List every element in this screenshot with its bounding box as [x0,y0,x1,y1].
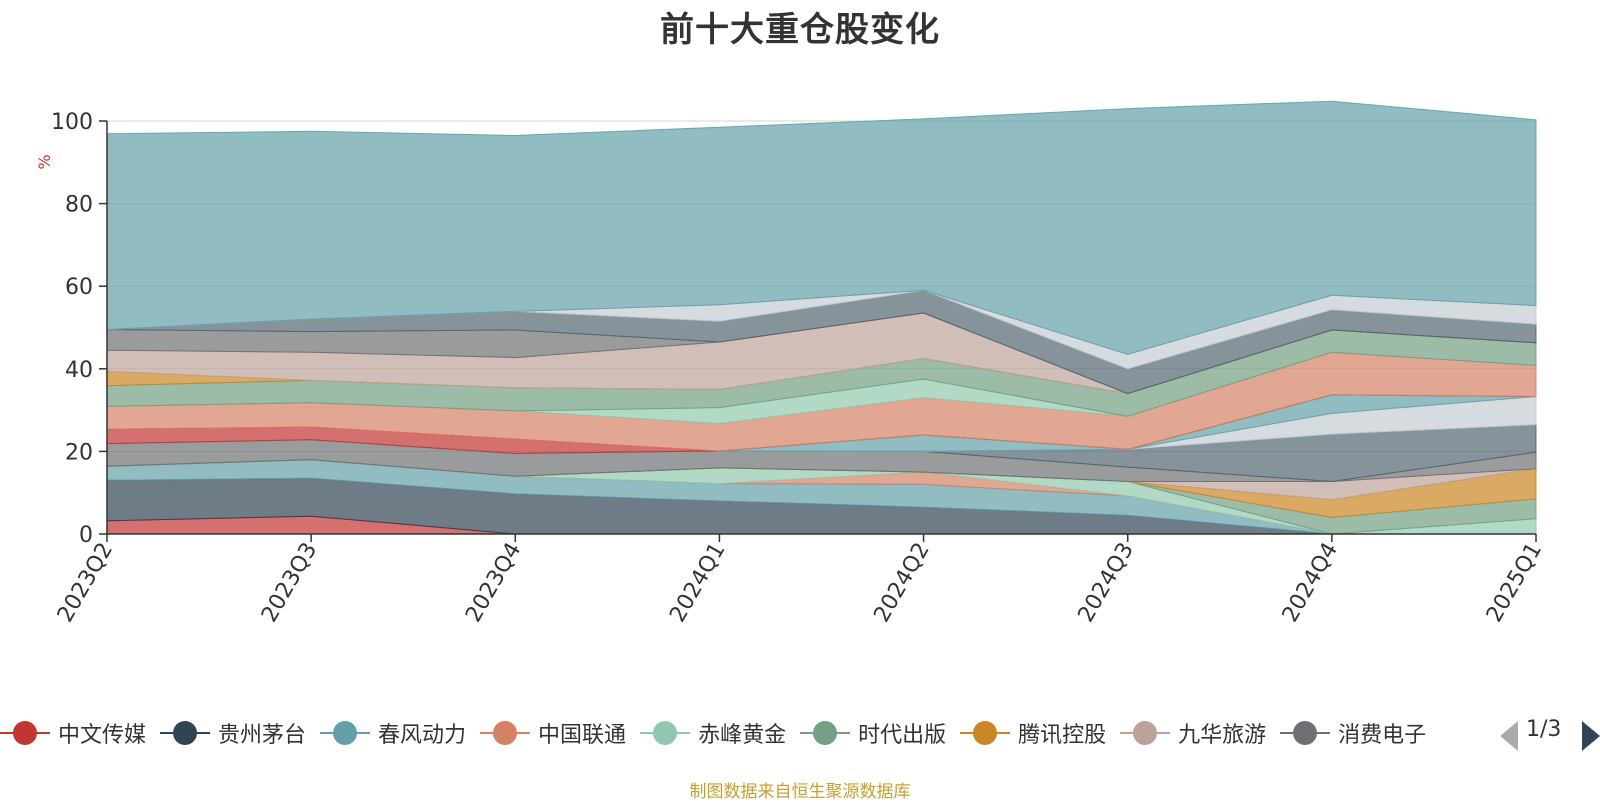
y-axis-label: % [35,154,54,169]
legend-marker-icon [960,720,1011,746]
legend-label: 贵州茅台 [218,723,307,748]
legend-marker-icon [1280,720,1331,746]
legend-item[interactable]: 中国联通 [480,717,626,749]
y-tick-label: 60 [65,275,93,300]
x-tick-label: 2023Q2 [53,539,118,627]
legend-label: 中国联通 [538,723,627,748]
legend-prev-arrow-icon[interactable] [1500,721,1518,751]
y-tick-label: 20 [65,440,93,465]
y-tick-label: 100 [51,110,93,135]
legend-item[interactable]: 赤峰黄金 [640,717,786,749]
legend-page-indicator: 1/3 [1526,717,1562,742]
legend-next-arrow-icon[interactable] [1582,721,1600,751]
x-tick-label: 2024Q1 [665,539,730,627]
legend: 中文传媒 贵州茅台 春风动力 中国联通 赤峰黄金 时代出版 腾讯控股 九华旅游 消费电子 [0,717,1472,757]
legend-marker-icon [800,720,851,746]
x-tick-label: 2024Q3 [1074,539,1139,627]
legend-item[interactable]: 贵州茅台 [160,717,306,749]
legend-label: 时代出版 [858,723,947,748]
x-tick-label: 2025Q1 [1482,539,1547,627]
legend-label: 春风动力 [378,723,467,748]
y-tick-label: 80 [65,193,93,218]
legend-item[interactable]: 腾讯控股 [960,717,1106,749]
data-source-note: 制图数据来自恒生聚源数据库 [689,782,911,802]
legend-item[interactable]: 消费电子 [1280,717,1426,749]
legend-label: 腾讯控股 [1018,723,1107,748]
legend-marker-icon [0,720,50,746]
x-tick-label: 2023Q4 [461,539,526,627]
legend-marker-icon [320,720,371,746]
legend-item[interactable]: 九华旅游 [1120,717,1266,749]
legend-item[interactable]: 春风动力 [320,717,466,749]
legend-marker-icon [160,720,211,746]
y-tick-label: 0 [79,523,93,548]
legend-label: 赤峰黄金 [698,723,787,748]
area-series-21 [106,100,1537,355]
x-tick-label: 2023Q3 [257,539,322,627]
legend-item[interactable]: 中文传媒 [0,717,146,749]
x-tick-label: 2024Q2 [869,539,934,627]
legend-marker-icon [1120,720,1171,746]
legend-item[interactable]: 时代出版 [800,717,946,749]
legend-label: 中文传媒 [58,723,147,748]
x-tick-label: 2024Q4 [1278,539,1343,627]
legend-marker-icon [640,720,691,746]
legend-marker-icon [480,720,531,746]
legend-pager: 1/3 [1500,717,1600,753]
y-tick-label: 40 [65,358,93,383]
chart-title: 前十大重仓股变化 [660,10,940,50]
area-series-group [106,100,1537,535]
legend-label: 消费电子 [1338,723,1427,748]
legend-label: 九华旅游 [1178,723,1267,748]
